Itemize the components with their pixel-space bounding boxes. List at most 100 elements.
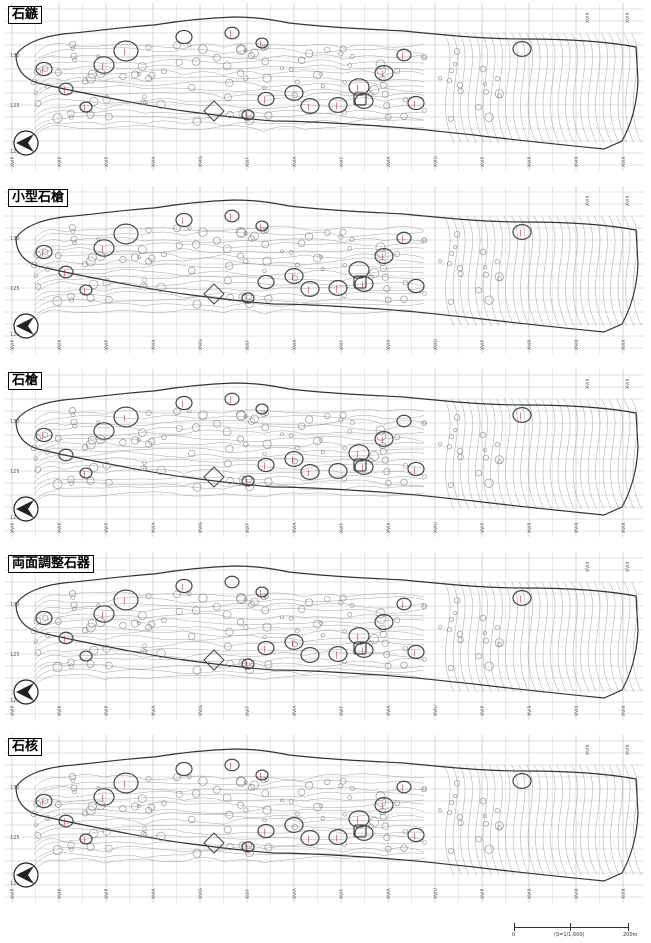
elevation-label: 130 — [10, 785, 20, 791]
svg-text:∣: ∣ — [245, 112, 249, 120]
scale-line — [514, 927, 628, 928]
svg-text:∣: ∣ — [63, 86, 67, 94]
scale-tick — [514, 923, 515, 931]
grid-label: XVIK — [57, 888, 63, 899]
site-map: ∣ ∣ ∣ ∣ ∣ ∣ ∣ ∣ ∣ ∣ ∣ ∣ ∣ ∣ ∣ 130 125 120 XVIP XVIK XVIP XVIA… — [4, 735, 644, 903]
find-count-marks: ∣∣∣∣∣∣∣∣∣∣∣∣∣∣ — [41, 396, 523, 486]
grid-label: XVIF — [245, 889, 251, 899]
grid-label: XVIX — [574, 522, 580, 533]
grid-label: XVIP — [104, 157, 110, 167]
site-outline — [15, 565, 639, 699]
svg-text:∣: ∣ — [356, 633, 360, 641]
elevation-label: 130 — [10, 236, 20, 242]
grid-label: XVIX — [574, 888, 580, 899]
svg-text:∣: ∣ — [307, 103, 311, 111]
pit-features — [30, 758, 532, 858]
svg-text:∣: ∣ — [83, 470, 87, 478]
svg-text:∣: ∣ — [381, 70, 385, 78]
svg-text:∣: ∣ — [263, 645, 267, 653]
svg-text:∣: ∣ — [291, 273, 295, 281]
pit-features — [30, 209, 532, 309]
north-arrow-icon — [13, 130, 39, 156]
svg-text:∣: ∣ — [123, 414, 127, 422]
grid-label: XVIA — [292, 156, 298, 167]
find-count-marks: ∣∣∣∣∣∣∣∣∣∣∣∣∣∣ — [41, 213, 523, 295]
grid-label: XVIR — [527, 156, 533, 167]
elevation-label: 120 — [10, 332, 20, 338]
grid-label: XVIA — [151, 705, 157, 716]
grid-label: XVIR — [527, 339, 533, 350]
svg-text:∣: ∣ — [41, 249, 45, 257]
svg-text:∣: ∣ — [229, 213, 233, 221]
svg-text:∣: ∣ — [519, 595, 523, 603]
elevation-label: 125 — [10, 469, 20, 475]
svg-text:∣: ∣ — [307, 286, 311, 294]
grid-label: XVIF — [339, 523, 345, 533]
north-arrow-icon — [13, 679, 39, 705]
elevation-label: 130 — [10, 602, 20, 608]
svg-text:∣: ∣ — [413, 832, 417, 840]
svg-text:∣: ∣ — [263, 462, 267, 470]
grid-label: XVIA — [292, 888, 298, 899]
survey-grid — [4, 186, 644, 354]
grid-label: XVIA — [151, 339, 157, 350]
svg-text:∣: ∣ — [291, 639, 295, 647]
grid-label: XVIA — [292, 339, 298, 350]
grid-label: XVIP — [10, 157, 16, 167]
site-outline — [15, 199, 639, 333]
map-panel: 小型石槍 ∣ ∣ ∣ ∣ ∣ ∣ ∣ ∣ ∣ ∣ ∣ ∣ ∣ ∣ 130 125 120 XVIP XVIK XVIP X… — [4, 186, 644, 366]
svg-text:∣: ∣ — [381, 436, 385, 444]
grid-label: XVIK — [57, 522, 63, 533]
grid-label: XVIX — [621, 156, 627, 167]
panel-title: 石鏃 — [8, 6, 43, 24]
svg-text:∣: ∣ — [335, 651, 339, 659]
svg-text:∣: ∣ — [123, 597, 127, 605]
grid-label: XVIA — [292, 522, 298, 533]
scale-zero: 0 — [512, 932, 516, 938]
elevation-label: 125 — [10, 286, 20, 292]
site-outline — [15, 16, 639, 150]
pit-features — [30, 392, 532, 492]
map-panel: 両面調整石器 ∣ ∣ ∣ ∣ ∣ ∣ ∣ ∣ ∣ ∣ ∣ ∣ ∣ ∣ 130 125 120 XVIP XVIK XVI… — [4, 552, 644, 732]
elevation-label: 125 — [10, 652, 20, 658]
svg-text:∣: ∣ — [101, 62, 105, 70]
elevation-label: 120 — [10, 698, 20, 704]
svg-text:∣: ∣ — [519, 229, 523, 237]
panel-title: 石槍 — [8, 372, 43, 390]
elevation-label: 120 — [10, 881, 20, 887]
grid-label: XVIR — [527, 888, 533, 899]
site-outline — [15, 382, 639, 516]
grid-label: XVIA — [292, 705, 298, 716]
grid-label: XVIF — [245, 340, 251, 350]
survey-grid — [4, 369, 644, 537]
grid-label: XVIX — [574, 705, 580, 716]
grid-label: XVIG — [198, 156, 204, 167]
grid-label: XVIX — [625, 561, 631, 572]
grid-label: XVIK — [57, 156, 63, 167]
svg-text:∣: ∣ — [229, 762, 233, 770]
svg-text:∣: ∣ — [263, 828, 267, 836]
contour-lines — [33, 764, 642, 876]
svg-text:∣: ∣ — [361, 647, 365, 655]
svg-text:∣: ∣ — [229, 396, 233, 404]
grid-label: XVIG — [198, 888, 204, 899]
grid-label: XVIX — [625, 744, 631, 755]
grid-label: XVIP — [480, 157, 486, 167]
grid-label: XVIX — [621, 339, 627, 350]
svg-text:∣: ∣ — [401, 52, 405, 60]
svg-text:∣: ∣ — [413, 466, 417, 474]
scale-bar: 0 (S=1/1,600) 200m — [510, 922, 650, 942]
site-outline — [15, 748, 639, 882]
svg-text:∣: ∣ — [259, 589, 263, 597]
scale-tick — [570, 923, 571, 931]
svg-text:∣: ∣ — [263, 96, 267, 104]
grid-label: XVIX — [625, 378, 631, 389]
svg-text:∣: ∣ — [356, 816, 360, 824]
svg-text:∣: ∣ — [83, 836, 87, 844]
grid-label: XVIU — [433, 705, 439, 716]
grid-label: XVIX — [574, 339, 580, 350]
grid-label: XVIA — [151, 888, 157, 899]
north-arrow-icon — [13, 496, 39, 522]
elevation-label: 130 — [10, 419, 20, 425]
